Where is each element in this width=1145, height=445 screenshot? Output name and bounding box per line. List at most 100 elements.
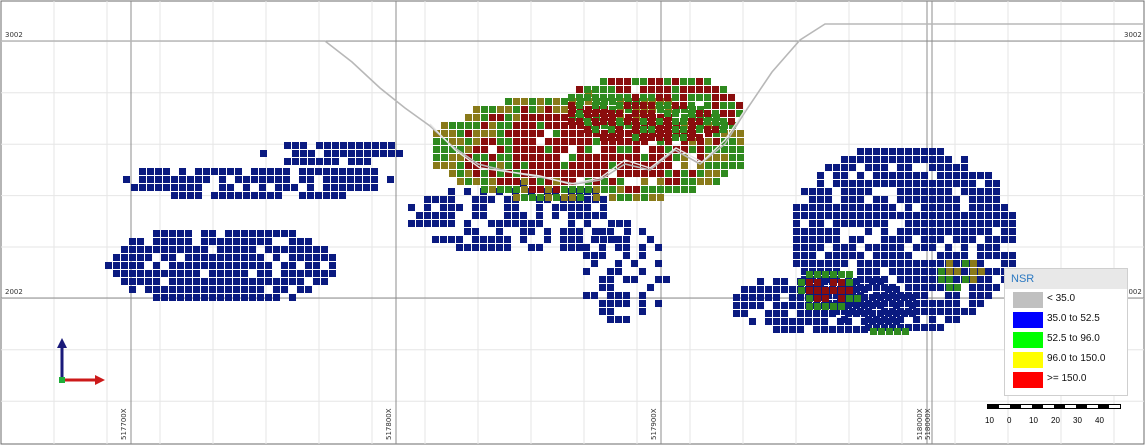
block-cell	[201, 254, 208, 261]
block-cell	[321, 270, 328, 277]
block-cell	[340, 142, 347, 149]
block-cell	[1001, 260, 1008, 267]
block-cell	[177, 230, 184, 237]
block-cell	[331, 168, 338, 175]
block-cell	[449, 138, 456, 145]
block-cell	[893, 318, 900, 325]
block-cell	[273, 286, 280, 293]
block-cell	[553, 162, 560, 169]
block-cell	[640, 110, 647, 117]
block-cell	[225, 294, 232, 301]
block-cell	[593, 130, 600, 137]
block-cell	[801, 212, 808, 219]
block-cell	[913, 172, 920, 179]
block-cell	[308, 158, 315, 165]
block-cell	[696, 118, 703, 125]
block-cell	[465, 122, 472, 129]
block-cell	[537, 162, 544, 169]
block-cell	[865, 300, 872, 307]
block-cell	[817, 228, 824, 235]
block-cell	[825, 260, 832, 267]
block-cell	[545, 106, 552, 113]
block-cell	[623, 252, 630, 259]
block-cell	[528, 220, 535, 227]
block-cell	[601, 186, 608, 193]
block-cell	[545, 154, 552, 161]
block-cell	[371, 184, 378, 191]
block-cell	[881, 276, 888, 283]
block-cell	[688, 102, 695, 109]
block-cell	[945, 252, 952, 259]
block-cell	[857, 212, 864, 219]
block-cell	[448, 196, 455, 203]
block-cell	[720, 102, 727, 109]
block-cell	[946, 260, 953, 267]
block-cell	[697, 170, 704, 177]
block-cell	[825, 212, 832, 219]
block-cell	[577, 170, 584, 177]
block-cell	[155, 168, 162, 175]
block-cell	[609, 146, 616, 153]
block-cell	[938, 276, 945, 283]
block-cell	[929, 244, 936, 251]
block-cell	[617, 98, 624, 105]
block-cell	[954, 284, 961, 291]
block-cell	[865, 316, 872, 323]
block-cell	[607, 268, 614, 275]
block-cell	[396, 150, 403, 157]
block-cell	[929, 228, 936, 235]
block-cell	[209, 238, 216, 245]
block-cell	[219, 192, 226, 199]
block-cell	[937, 148, 944, 155]
block-cell	[225, 230, 232, 237]
block-cell	[897, 228, 904, 235]
block-cell	[347, 176, 354, 183]
block-cell	[505, 186, 512, 193]
block-cell	[273, 278, 280, 285]
block-cell	[845, 310, 852, 317]
block-cell	[241, 262, 248, 269]
block-cell	[380, 150, 387, 157]
block-cell	[163, 184, 170, 191]
block-cell	[873, 204, 880, 211]
block-cell	[137, 254, 144, 261]
block-cell	[833, 172, 840, 179]
block-cell	[985, 292, 992, 299]
block-cell	[473, 146, 480, 153]
block-cell	[905, 276, 912, 283]
block-cell	[849, 236, 856, 243]
block-cell	[185, 262, 192, 269]
block-cell	[600, 196, 607, 203]
block-cell	[529, 146, 536, 153]
block-cell	[961, 220, 968, 227]
block-cell	[249, 294, 256, 301]
block-cell	[921, 188, 928, 195]
block-cell	[696, 126, 703, 133]
block-cell	[953, 292, 960, 299]
block-cell	[737, 138, 744, 145]
block-cell	[681, 162, 688, 169]
block-cell	[193, 294, 200, 301]
easting-label: 517900X	[650, 408, 658, 440]
block-cell	[553, 114, 560, 121]
block-cell	[809, 212, 816, 219]
block-cell	[929, 212, 936, 219]
block-cell	[1009, 212, 1016, 219]
block-cell	[593, 98, 600, 105]
block-cell	[305, 270, 312, 277]
block-cell	[657, 130, 664, 137]
block-cell	[307, 176, 314, 183]
block-cell	[857, 156, 864, 163]
block-cell	[601, 122, 608, 129]
block-cell	[616, 118, 623, 125]
block-cell	[825, 196, 832, 203]
block-cell	[225, 246, 232, 253]
block-cell	[640, 134, 647, 141]
block-cell	[529, 170, 536, 177]
block-cell	[909, 310, 916, 317]
block-cell	[607, 300, 614, 307]
block-cell	[849, 244, 856, 251]
block-cell	[600, 86, 607, 93]
